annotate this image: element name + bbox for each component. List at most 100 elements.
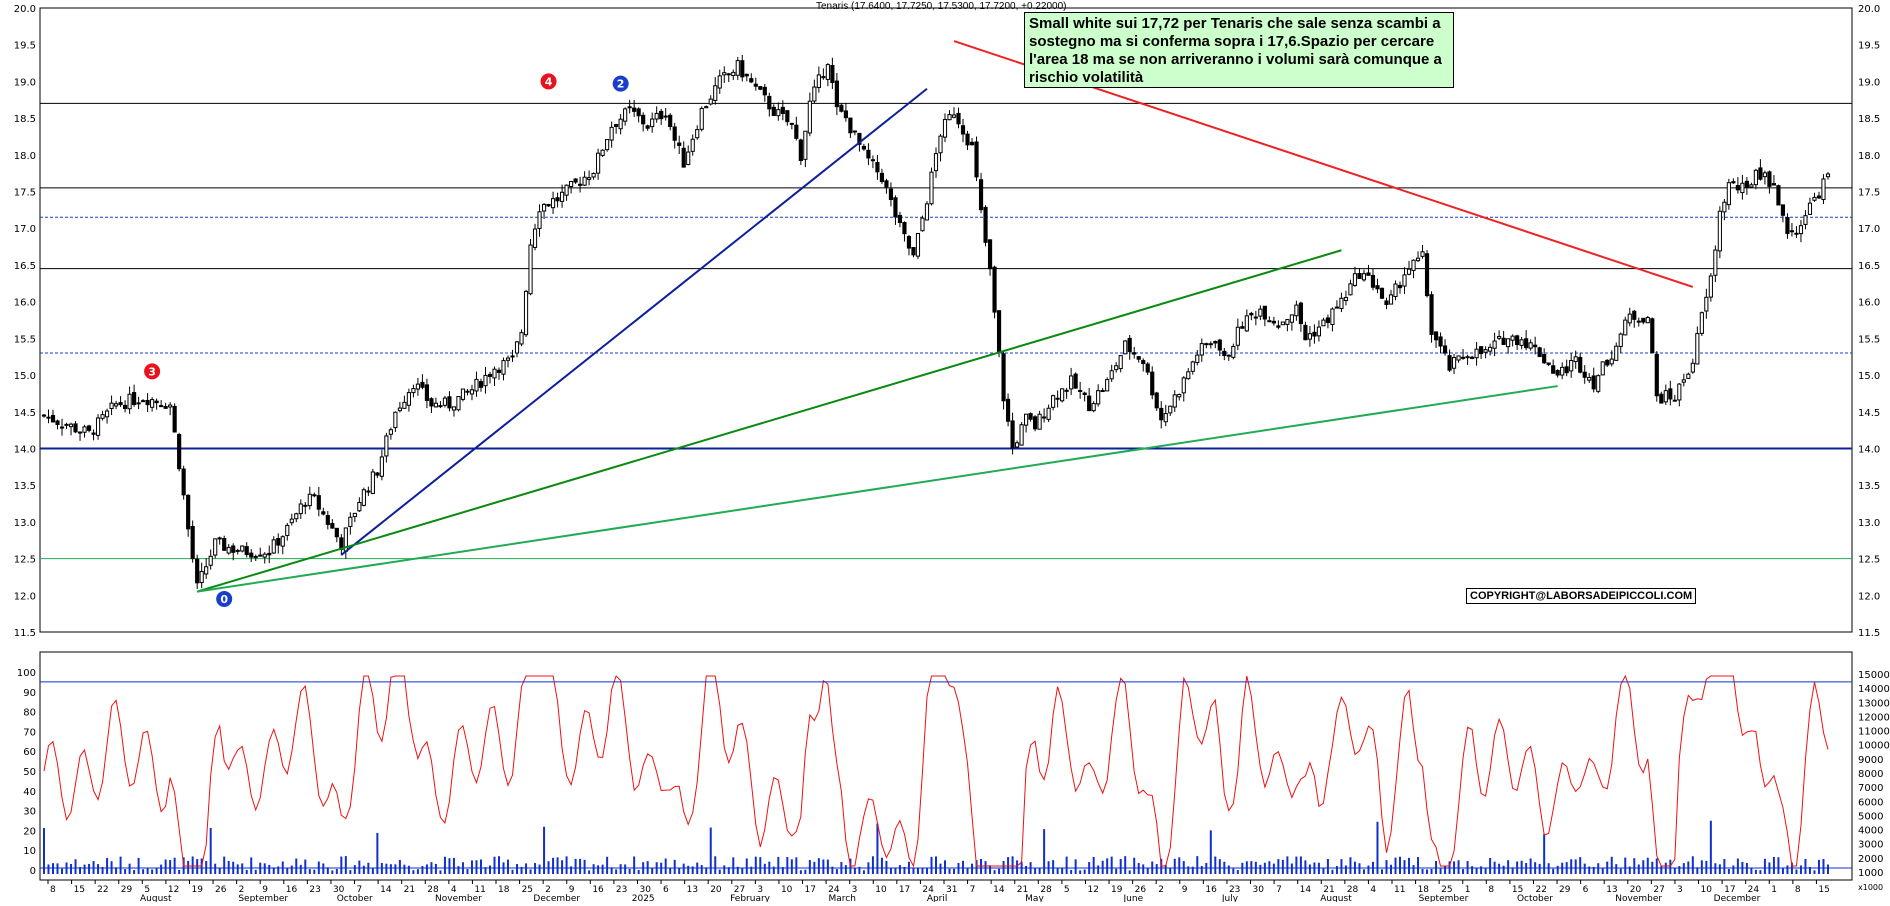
- x-month-label: September: [1419, 894, 1469, 902]
- candle-body: [983, 206, 988, 243]
- candle-body: [672, 126, 677, 141]
- candle-body: [154, 400, 159, 404]
- candle-body: [267, 552, 272, 556]
- x-day-tick: 18: [1418, 885, 1430, 895]
- candle-body: [258, 554, 263, 557]
- candle-body: [568, 180, 574, 188]
- candle-body: [1235, 326, 1240, 346]
- price-panel-frame: [39, 7, 1853, 633]
- x-month-label: May: [1025, 894, 1044, 902]
- x-day-tick: 9: [569, 885, 575, 895]
- candle-body: [104, 410, 110, 418]
- candle-body: [1145, 363, 1150, 373]
- candle-body: [726, 73, 731, 76]
- candle-body: [294, 513, 299, 520]
- candle-body: [704, 106, 709, 109]
- candle-body: [1199, 343, 1204, 356]
- wave-marker: [216, 590, 233, 607]
- x-day-tick: 20: [710, 885, 722, 895]
- candle-body: [960, 125, 966, 135]
- candle-body: [807, 100, 812, 134]
- candle-body: [1776, 185, 1781, 206]
- x-day-tick: 27: [734, 885, 745, 895]
- candle-body: [1014, 442, 1020, 448]
- price-tick-right: 19.0: [1858, 77, 1880, 88]
- candle-body: [1722, 201, 1727, 213]
- candle-body: [1578, 356, 1583, 373]
- candle-body: [902, 221, 907, 235]
- candle-body: [596, 152, 601, 174]
- x-month-label: June: [1123, 894, 1144, 902]
- x-day-tick: 24: [828, 885, 840, 895]
- candle-body: [1055, 397, 1060, 400]
- x-day-tick: 10: [875, 885, 887, 895]
- candle-body: [803, 130, 808, 160]
- candle-body: [528, 244, 533, 295]
- candle-body: [717, 75, 722, 89]
- price-tick-right: 13.5: [1858, 481, 1880, 492]
- candle-body: [1546, 362, 1551, 365]
- x-day-tick: 29: [121, 885, 133, 895]
- copyright-label: COPYRIGHT@LABORSADEIPICCOLI.COM: [1466, 588, 1697, 604]
- price-tick-left: 14.5: [14, 408, 36, 419]
- candle-body: [1375, 285, 1380, 290]
- oscillator-tick: 50: [23, 767, 36, 778]
- candle-body: [1519, 339, 1524, 346]
- candle-body: [825, 64, 830, 80]
- x-day-tick: 26: [215, 885, 227, 895]
- candle-body: [888, 188, 894, 200]
- candle-body: [168, 404, 173, 408]
- x-month-label: February: [730, 894, 771, 902]
- x-month-label: August: [1320, 894, 1352, 902]
- candle-body: [492, 368, 497, 379]
- trendline: [340, 87, 928, 556]
- candle-body: [623, 108, 628, 122]
- candle-body: [262, 553, 267, 558]
- candle-body: [915, 232, 921, 257]
- candle-body: [1659, 393, 1664, 404]
- candle-body: [956, 112, 961, 125]
- candle-body: [978, 179, 984, 211]
- volume-tick: 5000: [1858, 811, 1883, 822]
- candle-body: [1244, 315, 1249, 332]
- x-day-tick: 24: [1748, 885, 1760, 895]
- candle-body: [591, 172, 596, 178]
- candle-body: [879, 172, 885, 183]
- price-tick-left: 13.5: [14, 481, 36, 492]
- x-day-tick: 30: [1253, 885, 1265, 895]
- candle-body: [483, 374, 488, 387]
- candle-body: [523, 290, 529, 336]
- candle-body: [177, 433, 182, 470]
- price-tick-right: 15.0: [1858, 371, 1880, 382]
- candle-body: [1726, 182, 1731, 206]
- candle-body: [1681, 379, 1686, 383]
- candle-body: [798, 139, 803, 161]
- candle-body: [1042, 416, 1047, 419]
- candle-body: [375, 472, 380, 476]
- candle-body: [244, 546, 249, 556]
- volume-tick: 2000: [1858, 854, 1883, 865]
- candle-body: [1168, 405, 1173, 414]
- candle-body: [1312, 331, 1317, 337]
- candle-body: [172, 405, 177, 433]
- x-day-tick: 14: [993, 885, 1005, 895]
- volume-unit-label: x1000: [1858, 883, 1883, 892]
- candle-body: [73, 423, 78, 433]
- candle-body: [465, 390, 470, 393]
- x-day-tick: 24: [922, 885, 934, 895]
- candle-body: [1307, 333, 1312, 340]
- candle-body: [186, 494, 191, 530]
- x-day-tick: 28: [1347, 885, 1359, 895]
- x-day-tick: 20: [1630, 885, 1642, 895]
- candle-body: [136, 402, 141, 405]
- candle-body: [911, 247, 916, 256]
- candle-body: [123, 404, 128, 409]
- candle-body: [402, 401, 407, 409]
- x-day-tick: 30: [639, 885, 651, 895]
- candle-body: [231, 545, 236, 553]
- candle-body: [1280, 321, 1285, 326]
- candle-body: [474, 378, 479, 392]
- candle-body: [541, 203, 547, 212]
- candle-body: [1641, 317, 1646, 323]
- x-day-tick: 2: [545, 885, 551, 895]
